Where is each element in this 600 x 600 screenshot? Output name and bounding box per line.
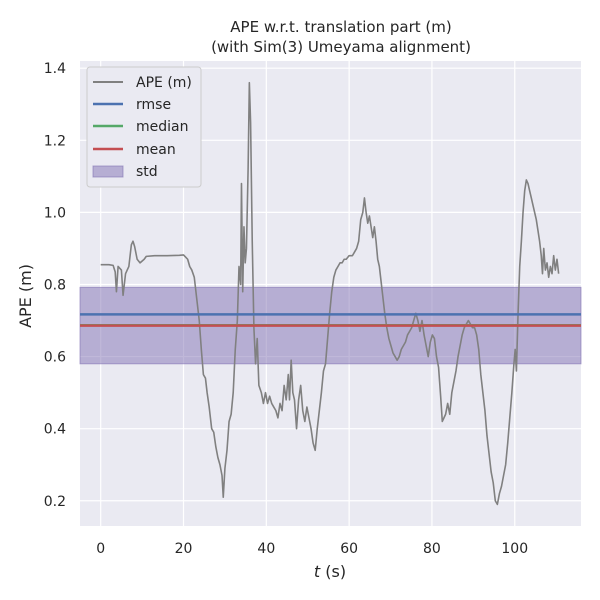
- x-tick-label: 80: [423, 541, 441, 557]
- y-axis-label: APE (m): [16, 264, 35, 328]
- x-tick-label: 0: [96, 541, 105, 557]
- legend-label-std: std: [136, 164, 158, 180]
- x-tick-label: 100: [501, 541, 528, 557]
- x-axis-label-variable: t: [314, 562, 321, 581]
- series-line-ape: [100, 81, 560, 506]
- x-tick-label: 40: [257, 541, 275, 557]
- y-tick-label: 0.4: [44, 422, 66, 438]
- legend: APE (m) rmse median mean std: [86, 66, 202, 188]
- y-tick-label: 0.8: [44, 277, 66, 293]
- legend-label-mean: mean: [136, 142, 176, 158]
- stat-lines-layer: [80, 313, 581, 327]
- chart-title-line-1: APE w.r.t. translation part (m): [230, 18, 451, 36]
- x-tick-labels: 0 20 40 60 80 100: [96, 541, 528, 557]
- y-tick-label: 1.2: [44, 133, 66, 149]
- ape-series-layer: [100, 81, 560, 506]
- x-tick-label: 20: [175, 541, 193, 557]
- x-axis-label: t (s): [314, 562, 346, 581]
- y-tick-label: 0.2: [44, 494, 66, 510]
- y-tick-label: 1.0: [44, 205, 66, 221]
- legend-label-ape: APE (m): [136, 75, 192, 91]
- legend-swatch-std: [92, 165, 124, 178]
- chart-title-line-2: (with Sim(3) Umeyama alignment): [211, 38, 471, 56]
- y-tick-label: 0.6: [44, 350, 66, 366]
- legend-label-rmse: rmse: [136, 97, 171, 113]
- x-tick-label: 60: [340, 541, 358, 557]
- x-axis-label-unit: (s): [320, 562, 346, 581]
- legend-frame: [86, 66, 202, 188]
- y-tick-label: 1.4: [44, 61, 66, 77]
- legend-label-median: median: [136, 119, 188, 135]
- y-tick-labels: 0.2 0.4 0.6 0.8 1.0 1.2 1.4: [44, 61, 66, 510]
